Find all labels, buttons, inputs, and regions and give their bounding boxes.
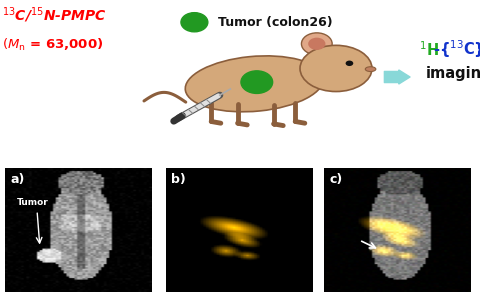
Ellipse shape: [185, 56, 324, 112]
Text: Tumor: Tumor: [16, 198, 48, 207]
Ellipse shape: [300, 45, 372, 91]
Ellipse shape: [365, 67, 376, 71]
Circle shape: [181, 13, 208, 32]
FancyArrowPatch shape: [384, 70, 410, 84]
Text: $^{13}$C/$^{15}$N-PMPC: $^{13}$C/$^{15}$N-PMPC: [2, 6, 107, 25]
Text: a): a): [11, 173, 25, 186]
Text: $^1$H: $^1$H: [419, 40, 439, 59]
Circle shape: [301, 33, 332, 55]
Text: Tumor (colon26): Tumor (colon26): [218, 16, 333, 29]
Circle shape: [346, 60, 353, 66]
Text: c): c): [330, 173, 343, 186]
Circle shape: [241, 71, 273, 94]
Circle shape: [308, 38, 325, 50]
Text: $(M_\mathrm{n}$ = 63,000): $(M_\mathrm{n}$ = 63,000): [2, 37, 104, 53]
Text: -{$^{13}$C} MR: -{$^{13}$C} MR: [433, 39, 480, 60]
Text: b): b): [171, 173, 186, 186]
Text: imaging: imaging: [426, 66, 480, 81]
